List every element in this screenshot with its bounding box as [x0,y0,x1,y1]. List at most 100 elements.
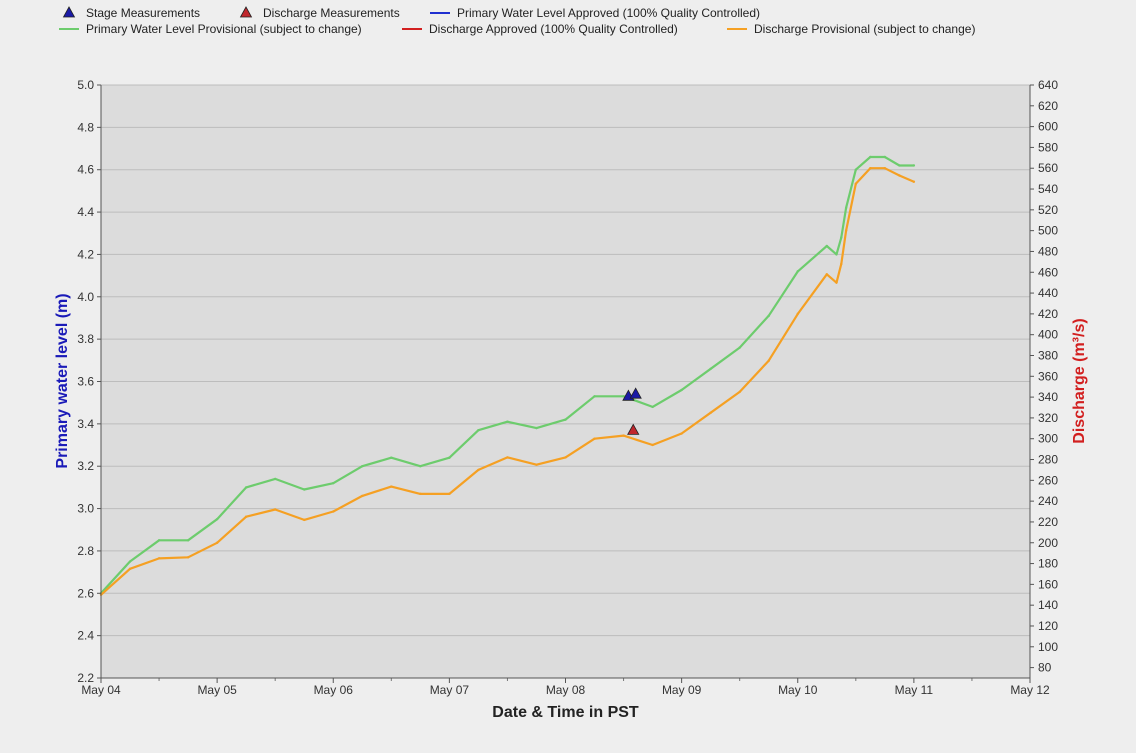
data-point [303,518,306,522]
data-point [622,395,625,398]
data-point [128,560,132,563]
data-point [157,539,161,542]
y-left-tick-label: 3.4 [77,417,94,431]
y-right-tick-label: 380 [1038,348,1058,362]
y-right-tick-label: 540 [1038,182,1058,196]
discharge-measurement-marker [627,423,640,435]
data-point [564,418,567,421]
data-point [854,168,858,171]
data-point [767,359,770,362]
data-point [535,463,538,466]
data-point [477,468,480,472]
y-right-tick-label: 400 [1038,328,1058,342]
y-right-tick-label: 240 [1038,494,1058,508]
stage-measurement-marker [629,387,642,399]
data-point [844,206,848,210]
series-line-discharge [100,167,915,596]
data-point [738,390,741,394]
y-left-tick-label: 5.0 [77,78,94,92]
x-tick-label: May 07 [430,683,470,697]
legend-label: Discharge Measurements [263,6,400,20]
data-point [273,508,277,511]
data-point [651,443,654,447]
data-point [593,395,596,398]
y-left-tick-label: 4.4 [77,205,94,219]
y-right-tick-label: 120 [1038,619,1058,633]
x-tick-label: May 08 [546,683,586,697]
data-point [680,432,683,435]
data-point [186,539,190,542]
y-left-tick-label: 3.8 [77,332,94,346]
y-left-tick-label: 4.2 [77,247,94,261]
data-point [332,510,335,513]
y-right-tick-label: 420 [1038,307,1058,321]
data-point [157,557,161,560]
y-right-tick-label: 280 [1038,453,1058,467]
data-point [883,167,887,170]
data-point [912,164,916,167]
legend-triangle-icon [62,6,76,18]
data-point [825,244,828,248]
data-point [835,253,838,256]
x-tick-label: May 10 [778,683,818,697]
x-tick-label: May 11 [895,683,934,697]
y-right-tick-label: 600 [1038,120,1058,134]
y-left-tick-label: 2.6 [77,586,94,600]
data-point [898,164,901,167]
data-point [796,270,799,273]
data-point [273,477,277,481]
data-point [535,426,538,430]
axes: 2.2 2.4 2.6 2.8 3.0 3.2 3.4 3.6 3.8 4.0 4.2 4.4 4.6 4… [77,78,1058,697]
data-point [883,155,887,159]
legend-label: Discharge Provisional (subject to change… [754,22,975,36]
data-point [651,405,654,409]
y-right-tick-label: 460 [1038,265,1058,279]
data-point [390,456,393,459]
data-point [215,541,219,544]
y-right-tick-label: 580 [1038,140,1058,154]
y-right-tick-label: 560 [1038,161,1058,175]
y-left-tick-label: 3.0 [77,502,94,516]
marker-layer [622,387,642,435]
y-right-tick-label: 620 [1038,99,1058,113]
x-tick-label: May 04 [81,683,121,697]
data-point [564,456,567,459]
data-point [215,517,219,521]
data-point [244,515,248,518]
data-point [419,492,422,496]
y-right-tick-label: 300 [1038,432,1058,446]
data-point [709,367,712,370]
data-point [361,465,364,468]
data-point [128,567,132,570]
y-left-tick-label: 4.0 [77,290,94,304]
y-right-tick-label: 440 [1038,286,1058,300]
y-right-tick-label: 340 [1038,390,1058,404]
data-point [506,456,509,459]
data-point [332,481,335,485]
y-right-tick-label: 200 [1038,536,1058,550]
y-left-tick-label: 4.6 [77,163,94,177]
legend-label: Discharge Approved (100% Quality Control… [429,22,678,36]
data-point [796,312,799,316]
data-point [680,388,683,392]
data-point [840,236,843,239]
y-right-tick-label: 360 [1038,369,1058,383]
data-point [912,180,916,183]
series-line-water-level [100,155,914,595]
x-tick-label: May 12 [1010,683,1050,697]
data-point [419,465,422,468]
y-right-tick-label: 260 [1038,473,1058,487]
data-point [448,492,451,496]
data-point [303,488,306,491]
y-right-tick-label: 480 [1038,244,1058,258]
data-point [477,429,480,432]
y-left-tick-label: 3.2 [77,459,94,473]
data-point [854,182,858,186]
y-right-tick-label: 180 [1038,557,1058,571]
data-point [622,434,625,437]
y-left-tick-label: 4.8 [77,120,94,134]
legend: Stage Measurements Discharge Measurements… [59,6,975,36]
data-point [835,281,838,284]
y-right-tick-label: 220 [1038,515,1058,529]
